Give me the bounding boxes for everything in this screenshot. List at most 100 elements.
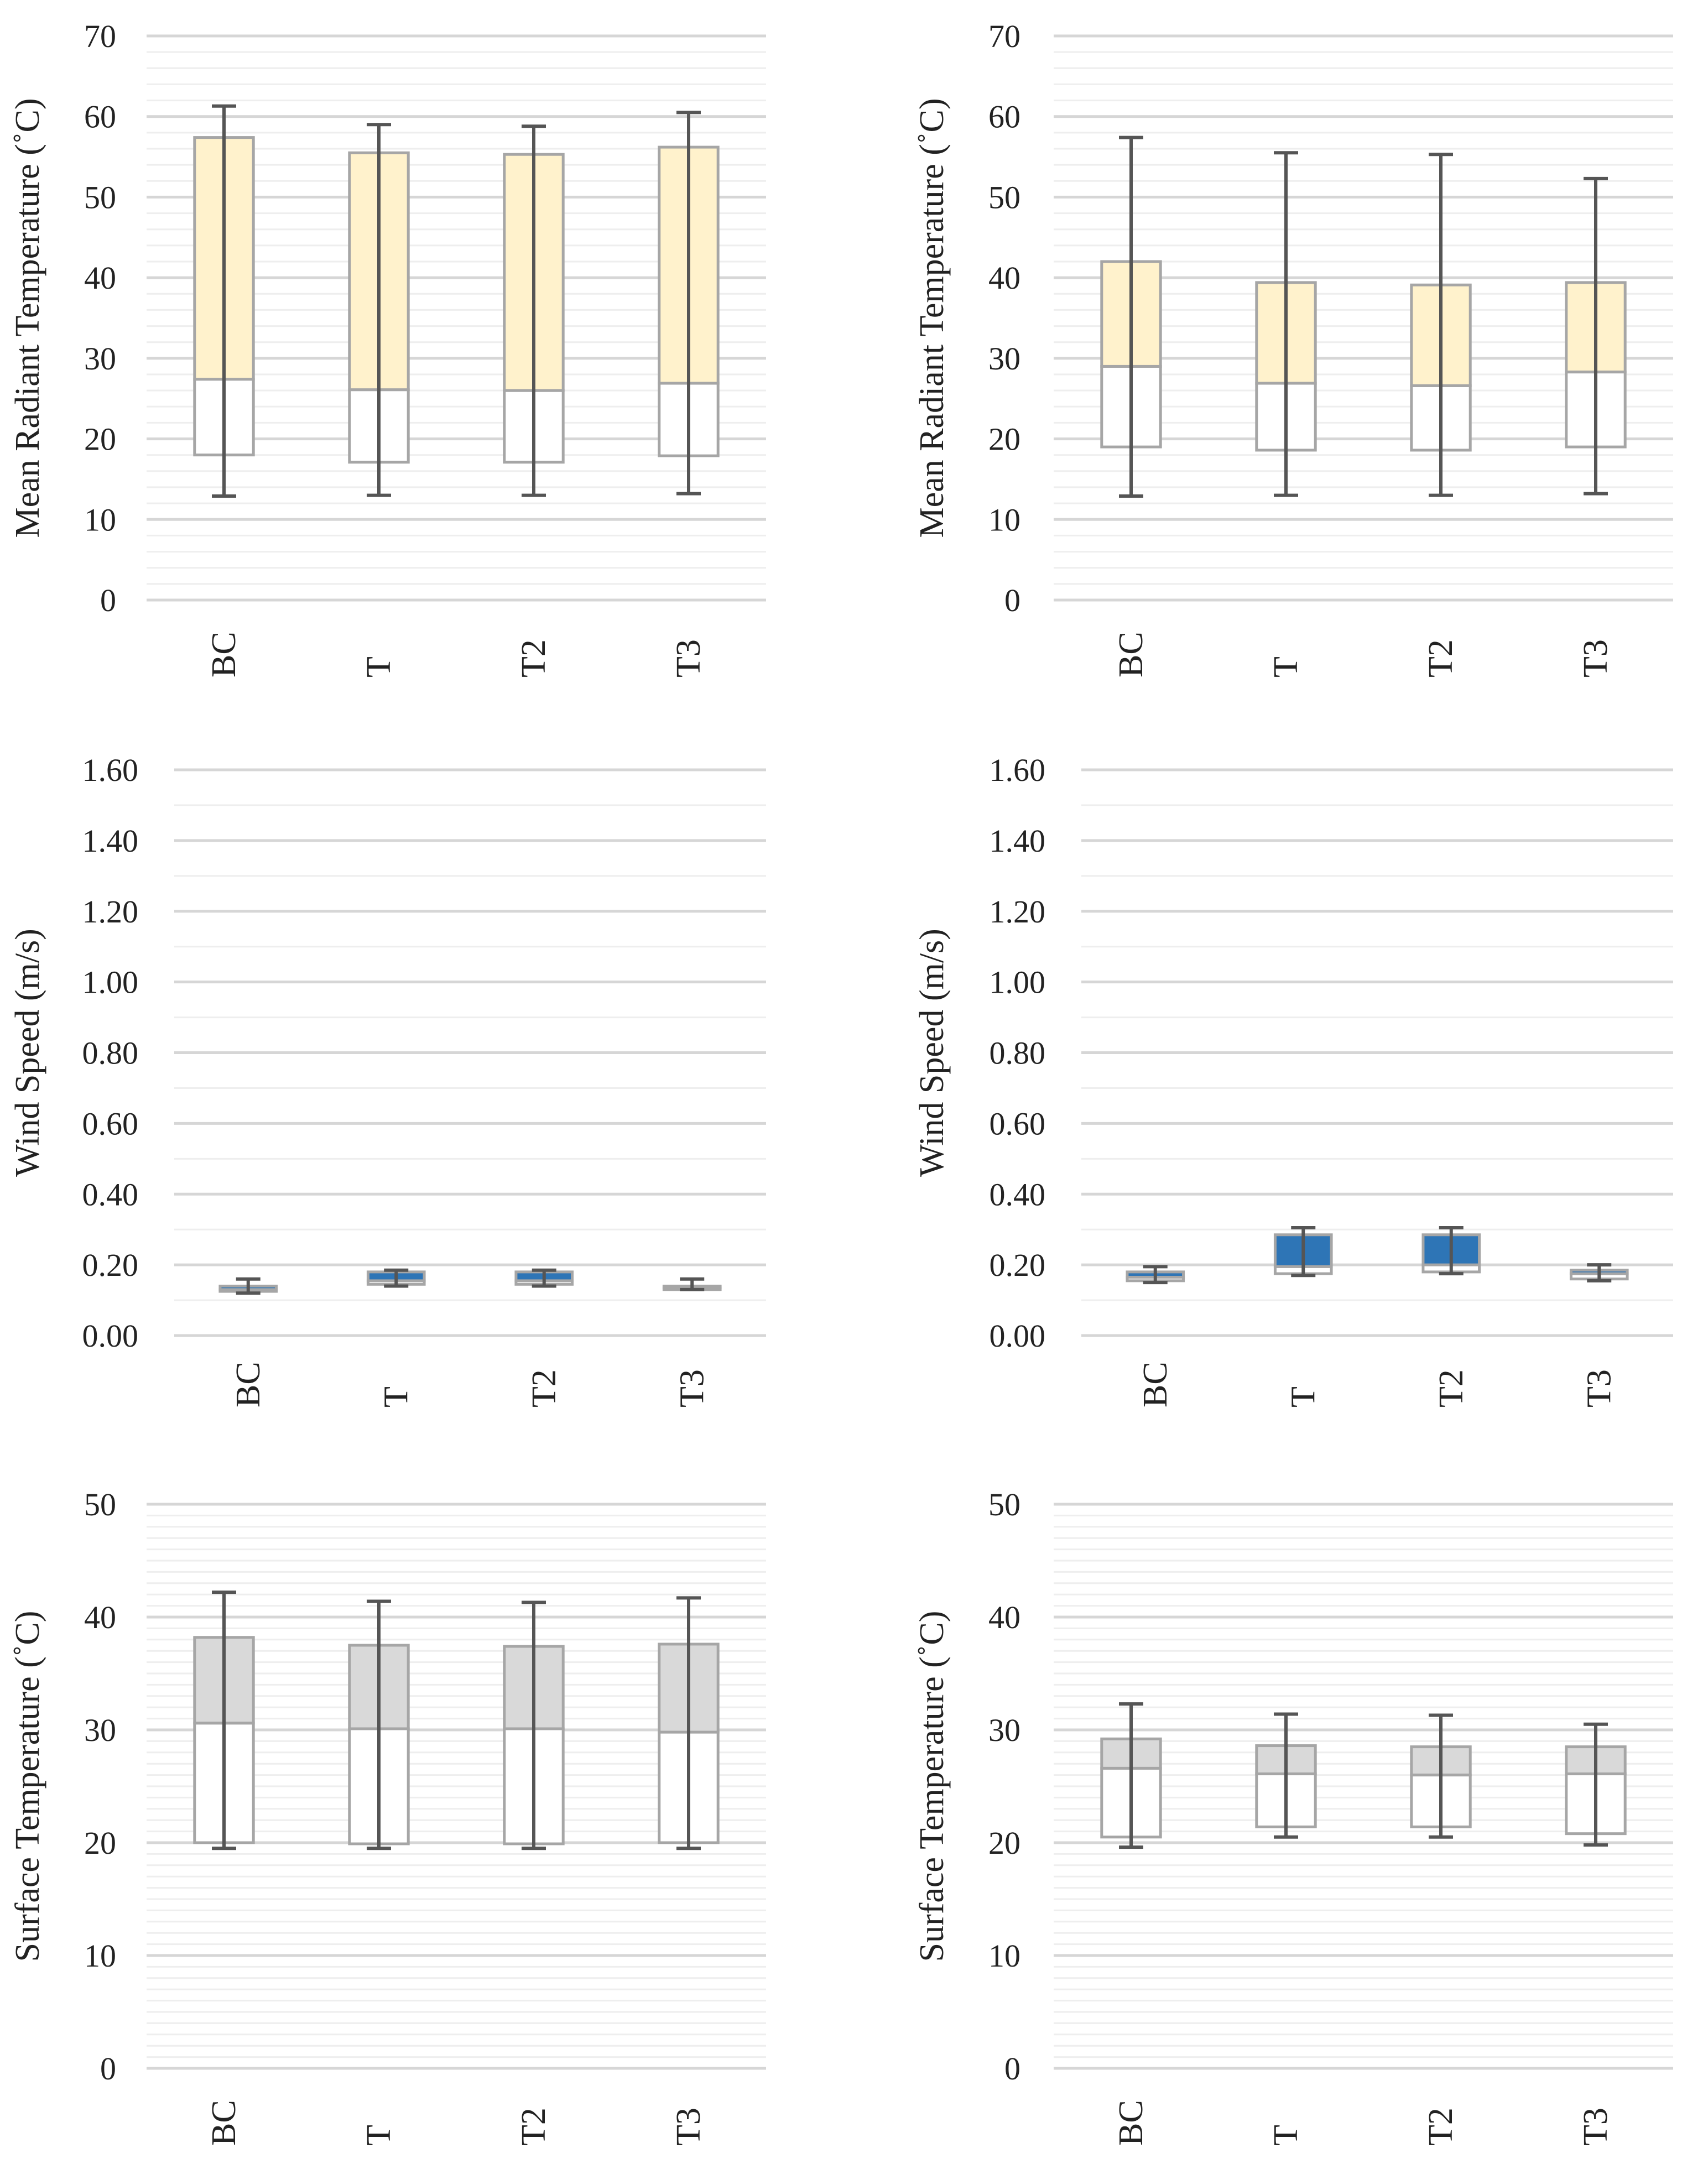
chart-panel-mrt-left: 0 10 20 30 40 50 60 70 Mean Radiant Temperature … — [9, 18, 766, 677]
box-t2 — [1410, 153, 1472, 497]
y-tick-label: 10 — [988, 502, 1020, 538]
chart-panel-mrt-right: 0 10 20 30 40 50 60 70 Mean Radiant Temperature … — [913, 18, 1673, 677]
x-category-label: T3 — [670, 2108, 707, 2146]
y-tick-label: 20 — [84, 1825, 116, 1861]
box-t3 — [1569, 1263, 1629, 1282]
y-tick-label: 10 — [988, 1938, 1020, 1974]
y-tick-label: 0.80 — [990, 1035, 1046, 1071]
y-tick-label: 60 — [988, 99, 1020, 135]
x-category-label: T — [1267, 2125, 1305, 2146]
x-category-label: T3 — [673, 1369, 711, 1407]
box-t — [348, 123, 410, 497]
y-tick-label: 0.40 — [82, 1176, 139, 1212]
y-tick-label: 0 — [100, 2051, 116, 2087]
y-tick-label: 50 — [84, 1487, 116, 1522]
y-tick-label: 70 — [988, 18, 1020, 54]
box-t2 — [1410, 1713, 1472, 1839]
x-category-label: T — [360, 656, 398, 677]
x-category-label: T2 — [1422, 639, 1460, 677]
x-category-label: BC — [230, 1362, 267, 1407]
box-t — [348, 1599, 410, 1850]
y-tick-label: 30 — [84, 1712, 116, 1748]
x-category-label: T2 — [1422, 2108, 1460, 2146]
y-tick-label: 50 — [988, 179, 1020, 215]
y-tick-label: 0.00 — [990, 1318, 1046, 1354]
x-category-label: T — [377, 1386, 415, 1407]
chart-panel-wind-right: 0.00 0.20 0.40 0.60 0.80 1.00 1.20 1.40 1.60 Wind… — [913, 752, 1673, 1407]
y-tick-label: 10 — [84, 1938, 116, 1974]
box-t2 — [1421, 1226, 1481, 1276]
box-t — [366, 1268, 426, 1288]
box-bc — [1100, 1702, 1162, 1849]
y-tick-label: 40 — [988, 260, 1020, 296]
box-t2 — [503, 124, 565, 497]
y-tick-label: 0 — [1004, 2051, 1020, 2087]
y-tick-label: 40 — [84, 260, 116, 296]
x-category-label: T3 — [1577, 639, 1615, 677]
x-category-label: BC — [1112, 2100, 1150, 2146]
x-category-label: BC — [1137, 1362, 1174, 1407]
y-tick-label: 20 — [988, 1825, 1020, 1861]
y-tick-label: 40 — [988, 1599, 1020, 1635]
box-t3 — [658, 111, 720, 496]
y-tick-label: 1.60 — [82, 752, 139, 788]
y-tick-label: 1.20 — [990, 894, 1046, 930]
y-tick-label: 0.20 — [82, 1247, 139, 1283]
gridlines — [1081, 768, 1673, 1337]
x-category-label: BC — [205, 632, 243, 677]
x-category-label: T2 — [515, 2108, 553, 2146]
box-t2 — [503, 1600, 565, 1850]
x-category-label: T — [1267, 656, 1305, 677]
y-axis-title: Wind Speed (m/s) — [913, 929, 951, 1177]
y-tick-label: 0.40 — [990, 1176, 1046, 1212]
box-t3 — [1565, 1722, 1627, 1847]
x-category-label: T3 — [1580, 1369, 1618, 1407]
x-category-label: BC — [205, 2100, 243, 2146]
y-tick-label: 0 — [1004, 582, 1020, 618]
x-category-label: T3 — [1577, 2108, 1615, 2146]
y-tick-label: 30 — [988, 1712, 1020, 1748]
box-t — [1273, 1226, 1333, 1277]
box-t — [1255, 151, 1317, 497]
y-tick-label: 50 — [988, 1487, 1020, 1522]
y-tick-label: 0.60 — [82, 1106, 139, 1141]
y-axis-title: Surface Temperature (˚C) — [913, 1611, 951, 1962]
box-t — [1255, 1712, 1317, 1839]
y-tick-label: 1.00 — [82, 964, 139, 1000]
x-category-label: T2 — [525, 1369, 563, 1407]
gridlines — [174, 768, 766, 1337]
box-t2 — [514, 1268, 574, 1288]
y-tick-label: 30 — [988, 341, 1020, 377]
y-tick-label: 0.60 — [990, 1106, 1046, 1141]
x-category-label: BC — [1112, 632, 1150, 677]
y-tick-label: 60 — [84, 99, 116, 135]
y-tick-label: 1.60 — [990, 752, 1046, 788]
y-tick-label: 0.80 — [82, 1035, 139, 1071]
x-category-label: T2 — [1433, 1369, 1470, 1407]
y-tick-label: 70 — [84, 18, 116, 54]
box-bc — [193, 1591, 255, 1850]
box-bc — [218, 1277, 278, 1295]
y-axis-title: Mean Radiant Temperature (˚C) — [913, 98, 951, 538]
box-t3 — [658, 1596, 720, 1850]
y-tick-label: 1.20 — [82, 894, 139, 930]
box-bc — [193, 104, 255, 498]
y-tick-label: 1.00 — [990, 964, 1046, 1000]
y-tick-label: 1.40 — [990, 823, 1046, 859]
x-category-label: T3 — [670, 639, 707, 677]
box-t3 — [1565, 176, 1627, 496]
y-tick-label: 1.40 — [82, 823, 139, 859]
y-tick-label: 40 — [84, 1599, 116, 1635]
y-tick-label: 0.20 — [990, 1247, 1046, 1283]
y-tick-label: 10 — [84, 502, 116, 538]
y-tick-label: 50 — [84, 179, 116, 215]
box-bc — [1126, 1265, 1185, 1285]
y-tick-label: 30 — [84, 341, 116, 377]
x-category-label: T — [360, 2125, 398, 2146]
y-axis-title: Surface Temperature (˚C) — [9, 1611, 46, 1962]
chart-panel-surf-left: 0 10 20 30 40 50 Surface Temperature (˚C) BC T T2… — [9, 1487, 766, 2146]
y-tick-label: 0.00 — [82, 1318, 139, 1354]
y-axis-title: Wind Speed (m/s) — [9, 929, 46, 1177]
box-t3 — [662, 1277, 722, 1291]
y-tick-label: 0 — [100, 582, 116, 618]
